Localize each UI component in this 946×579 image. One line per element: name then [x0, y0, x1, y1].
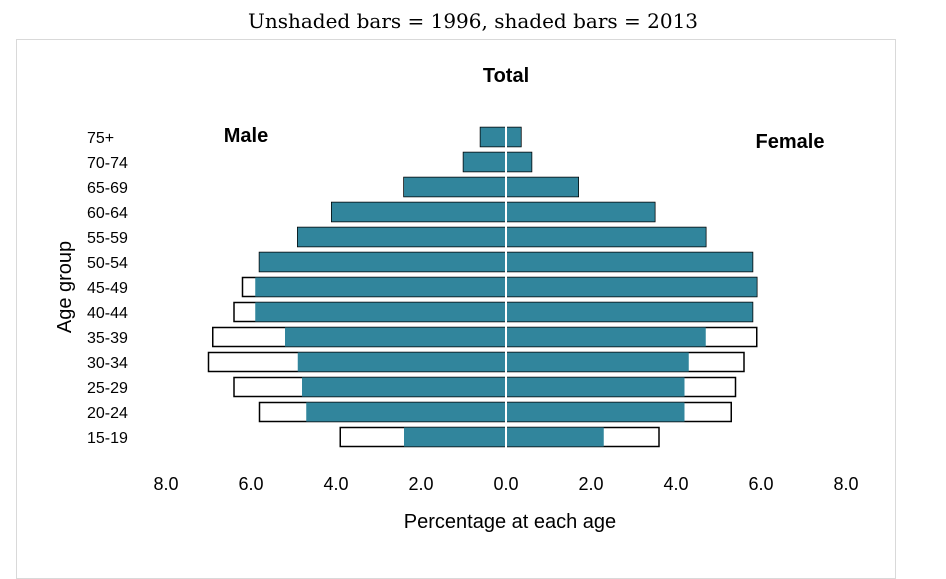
y-axis-label: Age group: [54, 241, 76, 333]
bar-2013-female-20-24: [506, 402, 685, 422]
bar-2013-female-30-34: [506, 352, 689, 372]
x-tick-label: 0.0: [493, 474, 518, 494]
chart-caption: Unshaded bars = 1996, shaded bars = 2013: [247, 9, 699, 33]
y-tick-label: 30-34: [87, 355, 128, 372]
y-tick-label: 20-24: [87, 405, 128, 422]
y-tick-label: 60-64: [87, 205, 128, 222]
y-tick-label: 55-59: [87, 230, 128, 247]
x-axis-label: Percentage at each age: [404, 511, 616, 533]
x-tick-label: 6.0: [238, 474, 263, 494]
bar-2013-female-50-54: [506, 252, 753, 272]
x-tick-label: 8.0: [153, 474, 178, 494]
y-tick-label: 15-19: [87, 430, 128, 447]
x-tick-label: 4.0: [323, 474, 348, 494]
y-tick-label: 40-44: [87, 305, 128, 322]
bar-2013-female-25-29: [506, 377, 685, 397]
bar-2013-male-45-49: [255, 277, 506, 297]
y-tick-label: 50-54: [87, 255, 128, 272]
y-tick-label: 65-69: [87, 180, 128, 197]
y-tick-label: 70-74: [87, 155, 128, 172]
bar-2013-male-70-74: [463, 152, 506, 172]
bar-2013-female-70-74: [506, 152, 532, 172]
bar-2013-male-30-34: [297, 352, 506, 372]
bar-2013-male-55-59: [297, 227, 506, 247]
bar-2013-male-65-69: [404, 177, 506, 197]
x-tick-label: 4.0: [663, 474, 688, 494]
bar-2013-female-45-49: [506, 277, 757, 297]
bar-2013-male-60-64: [331, 202, 506, 222]
bar-2013-female-55-59: [506, 227, 706, 247]
bar-2013-female-75+: [506, 127, 521, 147]
bar-2013-male-40-44: [255, 302, 506, 322]
bar-2013-female-35-39: [506, 327, 706, 347]
bar-2013-male-25-29: [302, 377, 506, 397]
female-label: Female: [756, 131, 825, 153]
population-pyramid-chart: Total Male Female Age group Percentage a…: [54, 65, 859, 533]
chart-title: Total: [483, 65, 529, 87]
bar-2013-female-40-44: [506, 302, 753, 322]
bar-2013-male-75+: [480, 127, 506, 147]
bar-2013-female-65-69: [506, 177, 579, 197]
x-tick-label: 8.0: [833, 474, 858, 494]
bar-2013-male-15-19: [404, 427, 506, 447]
x-tick-label: 2.0: [578, 474, 603, 494]
x-tick-label: 2.0: [408, 474, 433, 494]
bar-2013-female-15-19: [506, 427, 604, 447]
y-tick-label: 45-49: [87, 280, 128, 297]
bar-2013-female-60-64: [506, 202, 655, 222]
male-label: Male: [224, 125, 268, 147]
y-tick-label: 35-39: [87, 330, 128, 347]
y-tick-label: 25-29: [87, 380, 128, 397]
bar-2013-male-35-39: [285, 327, 506, 347]
x-tick-label: 6.0: [748, 474, 773, 494]
bar-2013-male-50-54: [259, 252, 506, 272]
y-tick-label: 75+: [87, 130, 114, 147]
bar-2013-male-20-24: [306, 402, 506, 422]
